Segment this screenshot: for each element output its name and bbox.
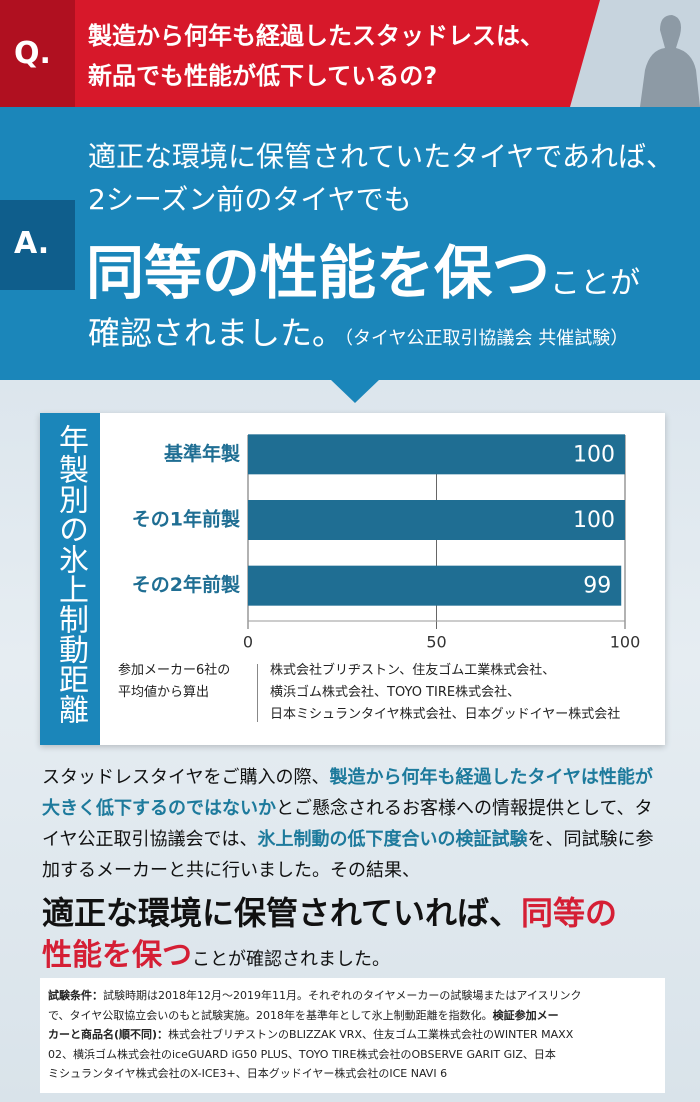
text: ことが確認されました。 [192,949,390,970]
chart-note: 参加メーカー6社の 平均値から算出 [118,660,230,704]
question-line: 新品でも性能が低下しているの? [88,62,438,90]
highlight: 性能を保つ [42,938,192,973]
category-label: その2年前製 [132,573,240,596]
conditions-box [40,978,665,1093]
body-line: イヤ公正取引協議会では、氷上制動の低下度合いの検証試験を、同試験に参 [42,824,653,855]
question-label: Q. [14,36,51,71]
cond-line: 試験条件：試験時期は2018年12月～2019年11月。それぞれのタイヤメーカー… [48,986,582,1006]
x-tick-label: 0 [243,633,253,652]
chart: 0 50 100 基準年製 100 その1年前製 100 その2年前製 99 [132,434,641,652]
bar [248,565,622,606]
text: 適正な環境に保管されていれば、 [42,894,522,932]
maker-line: 横浜ゴム株式会社、TOYO TIRE株式会社、 [270,685,521,700]
text: ミシュランタイヤ株式会社のX-ICE3+、日本グッドイヤー株式会社のICE NA… [48,1067,448,1080]
cond-head: 試験条件： [48,989,103,1002]
text: 加するメーカーと共に行いました。その結果、 [42,860,420,881]
question-band [0,0,700,107]
pointer [330,379,380,403]
chart-title-strip [40,413,100,745]
category-label: その1年前製 [132,508,240,531]
answer-line: 適正な環境に保管されていたタイヤであれば、 [88,140,675,173]
cond-line: カーと商品名(順不同)：株式会社ブリヂストンのBLIZZAK VRX、住友ゴム工… [48,1025,582,1045]
maker-line: 日本ミシュランタイヤ株式会社、日本グッドイヤー株式会社 [270,707,621,722]
category-label: 基準年製 [163,442,240,465]
cond-head: 検証参加メー [492,1008,559,1022]
x-tick-label: 50 [426,633,446,652]
cond-line: ミシュランタイヤ株式会社のX-ICE3+、日本グッドイヤー株式会社のICE NA… [48,1064,582,1084]
text: スタッドレスタイヤをご購入の際、 [42,767,330,788]
body-line: 大きく低下するのではないかとご懸念されるお客様への情報提供として、タ [42,793,653,824]
body-emphasis: 適正な環境に保管されていれば、同等の [42,890,653,936]
answer-label: A. [14,226,50,261]
answer-line: 2シーズン前のタイヤでも [88,183,412,216]
cond-head: カーと商品名(順不同)： [48,1028,169,1041]
highlight: 大きく低下するのではないか [42,798,276,819]
value-label: 99 [583,574,611,599]
cond-line: で、タイヤ公取協立会いのもと試験実施。2018年を基準年として氷上制動距離を指数… [48,1006,582,1026]
text: イヤ公正取引協議会では、 [42,829,258,850]
highlight: 同等の [521,894,618,932]
text: で、タイヤ公取協立会いのもと試験実施。2018年を基準年として氷上制動距離を指数… [48,1008,493,1022]
highlight: 氷上制動の低下度合いの検証試験 [257,829,528,850]
conditions: 試験条件：試験時期は2018年12月～2019年11月。それぞれのタイヤメーカー… [48,986,582,1084]
note-line: 平均値から算出 [118,685,210,700]
value-label: 100 [573,508,615,533]
text: を、同試験に参 [527,829,654,850]
cond-line: 02、横浜ゴム株式会社のiceGUARD iG50 PLUS、TOYO TIRE… [48,1045,582,1065]
answer-last-text: 確認されました。 [88,314,345,352]
text: 02、横浜ゴム株式会社のiceGUARD iG50 PLUS、TOYO TIRE… [48,1047,556,1061]
body: スタッドレスタイヤをご購入の際、製造から何年も経過したタイヤは性能が 大きく低下… [42,762,653,980]
text: とご懸念されるお客様への情報提供として、タ [276,798,653,819]
answer-emphasis: 同等の性能を保つことが [86,226,640,310]
bar [248,500,625,540]
bar [248,434,625,475]
value-label: 100 [573,442,615,467]
answer-last: 確認されました。（タイヤ公正取引協議会 共催試験） [88,308,628,354]
answer-source: （タイヤ公正取引協議会 共催試験） [344,328,629,349]
chart-title: 年製別の氷上制動距離 [53,424,88,724]
text: 試験時期は2018年12月～2019年11月。それぞれのタイヤメーカーの試験場ま… [103,989,582,1002]
makers: 株式会社ブリヂストン、住友ゴム工業株式会社、 横浜ゴム株式会社、TOYO TIRE… [270,660,620,726]
body-line: スタッドレスタイヤをご購入の際、製造から何年も経過したタイヤは性能が [42,762,653,793]
x-tick-label: 100 [610,633,641,652]
answer-emphasis-text: 同等の性能を保つ [86,239,551,307]
note-divider [257,664,258,722]
text: 株式会社ブリヂストンのBLIZZAK VRX、住友ゴム工業株式会社のWINTER… [168,1028,574,1041]
question-line: 製造から何年も経過したスタッドレスは、 [88,22,544,50]
answer-label-box [0,200,75,290]
body-line: 性能を保つことが確認されました。 [42,936,653,980]
highlight: 製造から何年も経過したタイヤは性能が [329,767,653,788]
note-line: 参加メーカー6社の [118,663,231,678]
maker-line: 株式会社ブリヂストン、住友ゴム工業株式会社、 [270,663,556,678]
answer-suffix: ことが [550,266,641,301]
body-line: 加するメーカーと共に行いました。その結果、 [42,855,653,886]
